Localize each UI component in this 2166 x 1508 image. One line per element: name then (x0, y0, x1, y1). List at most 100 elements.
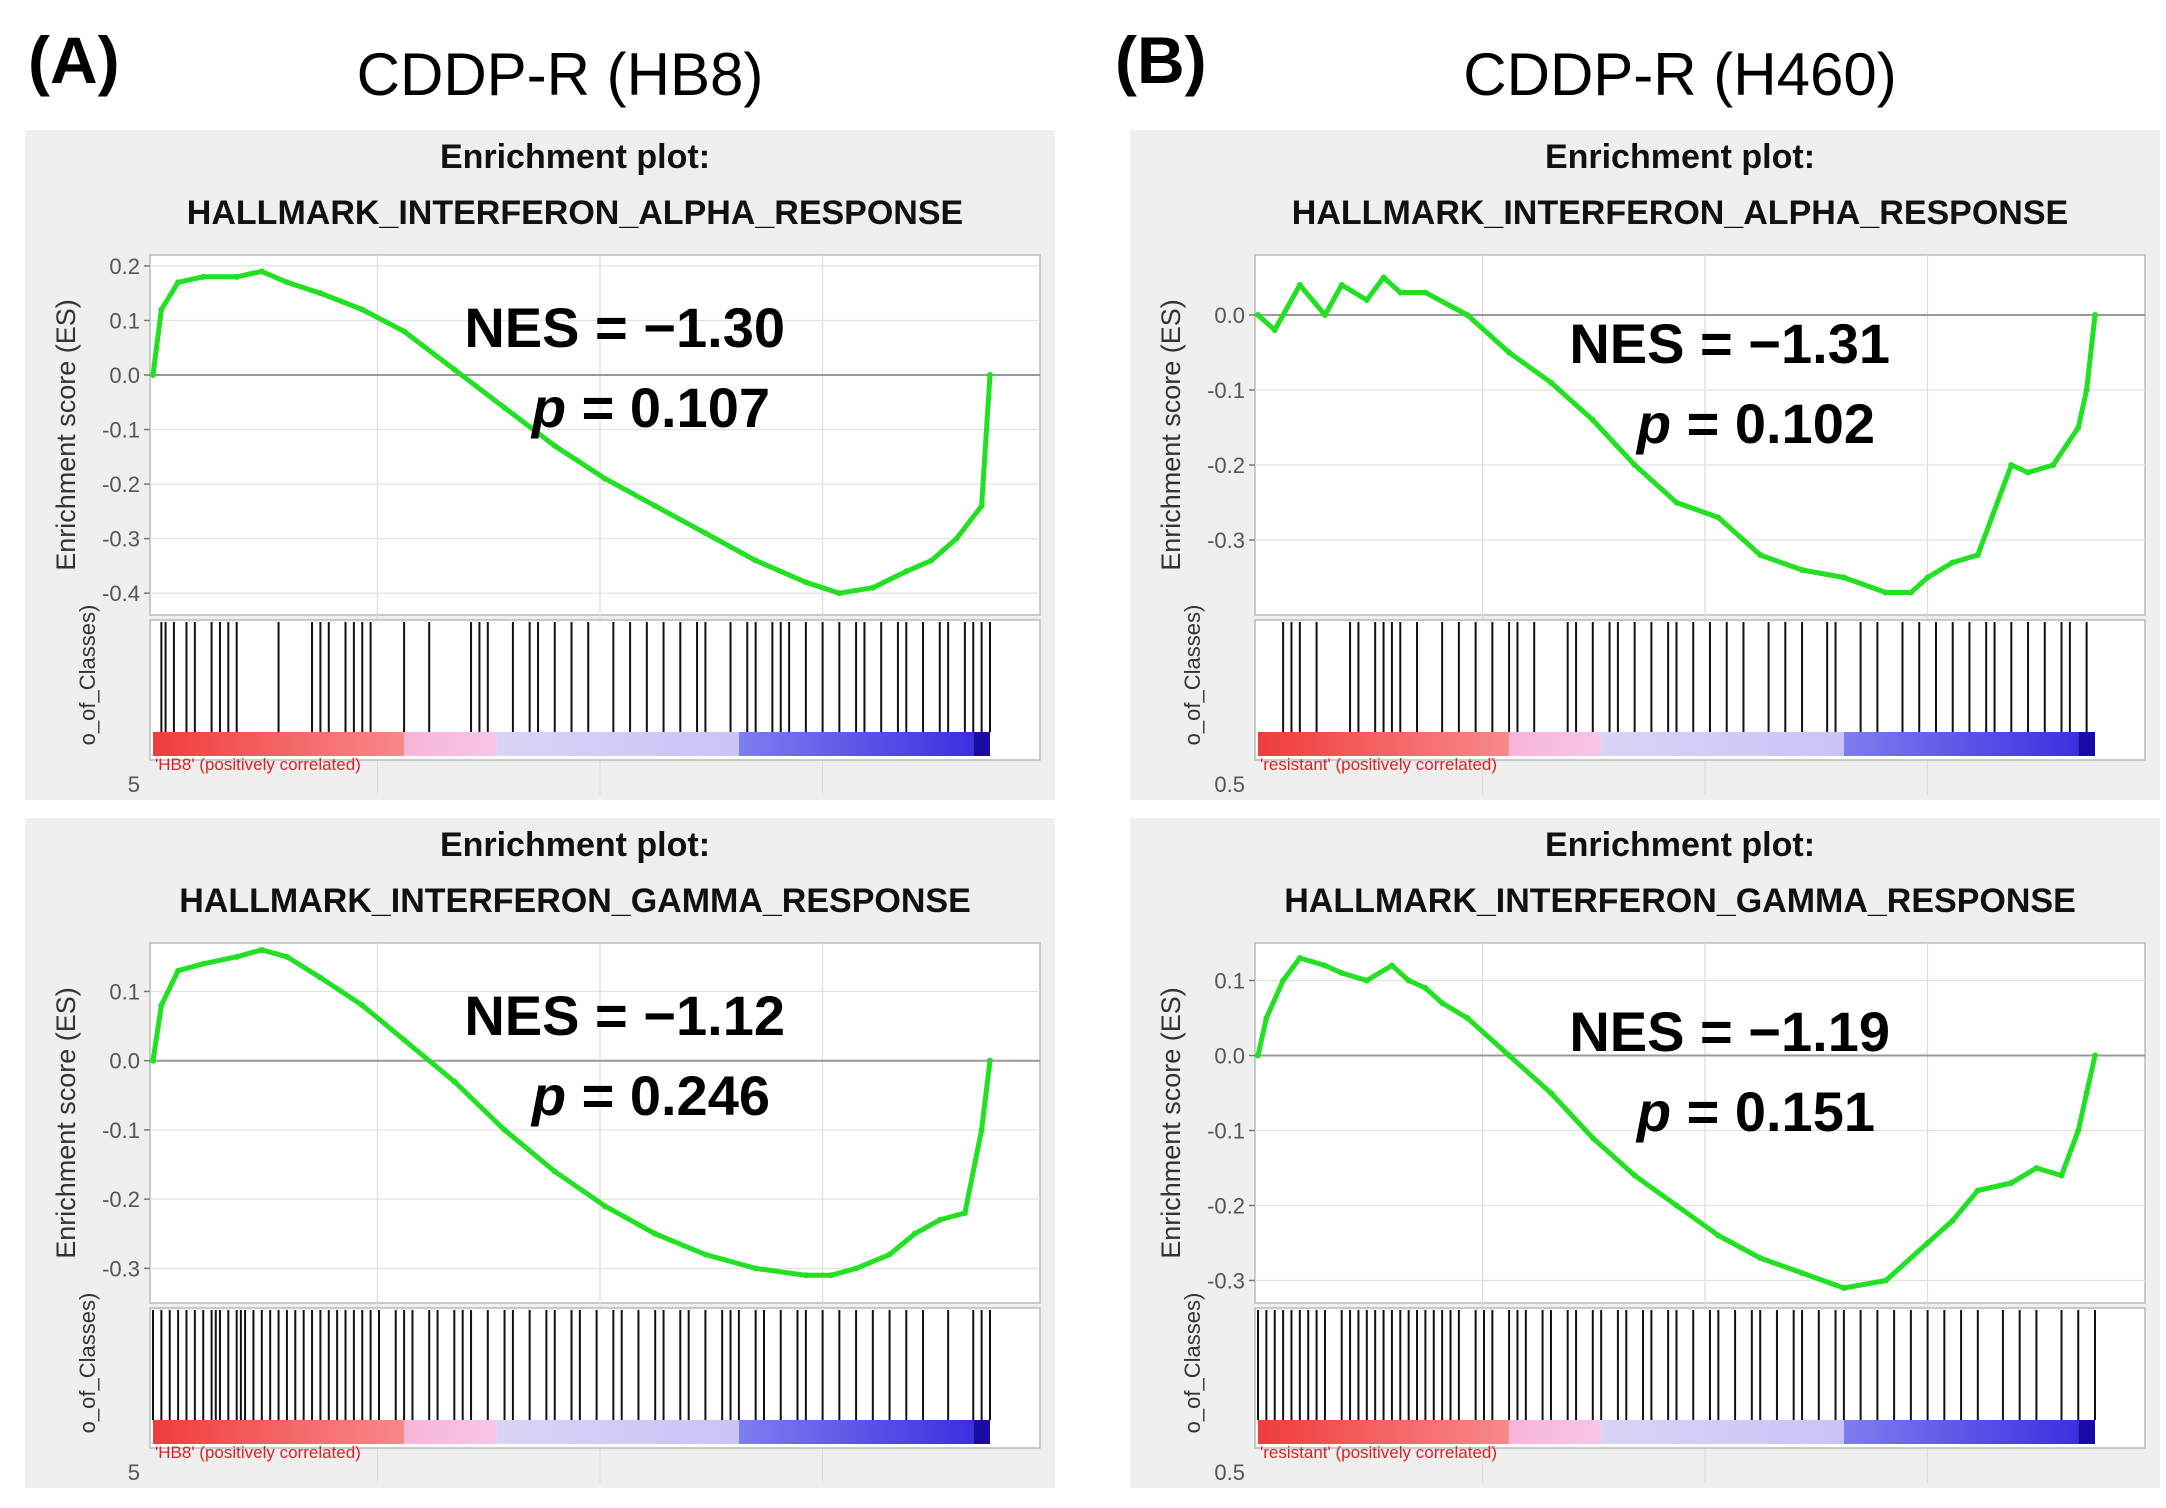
es-point (652, 502, 659, 509)
es-point (953, 535, 960, 542)
es-point (233, 273, 240, 280)
es-point (1506, 1052, 1513, 1059)
p-symbol: p (530, 376, 566, 439)
es-point (601, 1203, 608, 1210)
es-point (1924, 1240, 1931, 1246)
es-point (1439, 1000, 1446, 1006)
plot-title-line1: Enrichment plot: (440, 138, 710, 176)
y-tick-label: -0.4 (102, 581, 140, 606)
es-point (903, 568, 910, 575)
plot-svg: Enrichment plot: HALLMARK_INTERFERON_ALPH… (25, 130, 1055, 800)
lower-y-axis-label: o_of_Classes) (75, 1293, 100, 1434)
es-point (2083, 1090, 2090, 1096)
es-point (150, 1057, 156, 1064)
y-axis-label: Enrichment score (ES) (51, 299, 81, 571)
es-point (1547, 379, 1554, 386)
es-point (1321, 962, 1328, 969)
es-point (1422, 289, 1429, 296)
es-point (1673, 1202, 1680, 1209)
es-point (1673, 499, 1680, 506)
es-point (1397, 289, 1404, 296)
es-point (359, 1002, 366, 1009)
es-point (1757, 552, 1764, 558)
es-point (1296, 955, 1303, 961)
panel-b-letter: (B) (1115, 23, 1207, 97)
es-point (1631, 1172, 1638, 1179)
p-symbol: p (530, 1064, 566, 1127)
es-point (1840, 1285, 1847, 1291)
es-point (317, 290, 324, 297)
y-tick-label: 0.0 (1214, 1044, 1245, 1069)
es-point (1949, 559, 1956, 566)
p-value: = 0.246 (566, 1064, 770, 1127)
es-point (886, 1251, 893, 1258)
es-point (501, 1126, 508, 1133)
es-point (1380, 274, 1387, 281)
panel-a-title: CDDP-R (HB8) (356, 41, 764, 108)
enrichment-plot-hb8-alpha: Enrichment plot: HALLMARK_INTERFERON_ALPH… (25, 130, 1055, 800)
es-point (1506, 349, 1513, 356)
es-point (1974, 1187, 1981, 1194)
es-point (1924, 574, 1931, 581)
es-point (1280, 977, 1287, 984)
es-point (853, 1265, 860, 1272)
es-point (258, 268, 265, 275)
nes-label: NES = −1.12 (464, 984, 785, 1047)
ranked-list-gradient-segment (496, 1420, 739, 1444)
es-point (802, 1272, 809, 1279)
ranked-list-gradient-segment (153, 1420, 405, 1444)
p-symbol: p (1635, 1080, 1671, 1143)
y-tick-label: 0.1 (109, 979, 140, 1004)
class-label: 'resistant' (positively correlated) (1260, 1443, 1497, 1462)
class-label: 'HB8' (positively correlated) (155, 755, 361, 774)
es-point (1589, 417, 1596, 423)
es-point (2075, 424, 2082, 431)
y-tick-label: -0.3 (1207, 1269, 1245, 1294)
ranked-list-gradient-segment (2078, 1420, 2095, 1444)
y-tick-label: 0.1 (1214, 969, 1245, 994)
es-point (1296, 282, 1303, 288)
es-point (1263, 1015, 1270, 1021)
es-point (1255, 312, 1261, 318)
y-tick-label: -0.3 (102, 527, 140, 552)
es-point (601, 475, 608, 482)
p-value: = 0.151 (1671, 1080, 1875, 1143)
lower-y-axis-label: o_of_Classes) (75, 605, 100, 746)
enrichment-plot-h460-gamma: Enrichment plot: HALLMARK_INTERFERON_GAMM… (1130, 818, 2160, 1488)
es-plot-area (1254, 942, 2146, 1304)
es-point (961, 1210, 968, 1216)
y-tick-label: -0.1 (102, 418, 140, 443)
lower-y-tick-label: 0.5 (1214, 772, 1245, 797)
es-point (2075, 1127, 2082, 1134)
y-axis-label: Enrichment score (ES) (1156, 299, 1186, 571)
es-point (1464, 312, 1471, 318)
es-point (2008, 462, 2015, 468)
y-tick-label: -0.2 (102, 1187, 140, 1212)
es-curve (1255, 275, 2098, 595)
ranked-list-gradient-segment (1843, 1420, 2079, 1444)
es-point (175, 967, 182, 974)
ranked-list-gradient-segment (738, 1420, 974, 1444)
class-label: 'HB8' (positively correlated) (155, 1443, 361, 1462)
es-point (1405, 977, 1412, 984)
y-tick-label: -0.2 (1207, 1194, 1245, 1219)
ranked-list-gradient-segment (1258, 1420, 1510, 1444)
es-point (200, 273, 207, 280)
ranked-list-gradient-segment (1509, 1420, 1602, 1444)
p-value: = 0.107 (566, 376, 770, 439)
es-point (936, 1216, 943, 1223)
es-plot-area (149, 254, 1041, 616)
es-point (1907, 589, 1914, 596)
nes-label: NES = −1.30 (464, 296, 785, 359)
es-point (551, 442, 558, 449)
es-point (911, 1230, 918, 1237)
es-point (233, 953, 240, 960)
es-point (1840, 574, 1847, 581)
es-point (551, 1168, 558, 1175)
plot-title-line2: HALLMARK_INTERFERON_ALPHA_RESPONSE (1292, 194, 2068, 232)
es-point (827, 1272, 834, 1279)
plot-title-line2: HALLMARK_INTERFERON_GAMMA_RESPONSE (1284, 882, 2076, 920)
es-point (2025, 469, 2032, 476)
enrichment-plot-hb8-gamma: Enrichment plot: HALLMARK_INTERFERON_GAMM… (25, 818, 1055, 1488)
